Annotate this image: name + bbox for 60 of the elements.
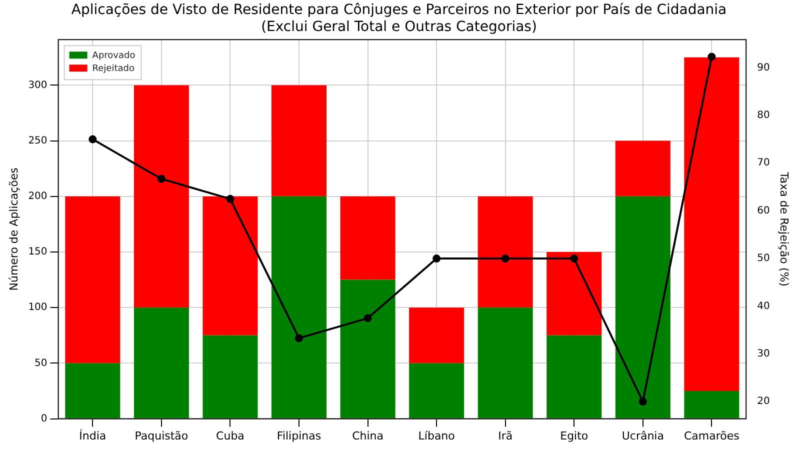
chart-title: Aplicações de Visto de Residente para Cônjuges e Parceiros no Exterior por País de Cidadania (Exclui Geral Total e Outras Categorias) <box>71 2 727 35</box>
x-tick-label: Egito <box>560 429 588 442</box>
x-tick-label: Filipinas <box>276 429 322 442</box>
y2-tick-label: 30 <box>757 348 770 360</box>
x-tick-label: Líbano <box>418 429 456 442</box>
bar <box>65 196 120 364</box>
bar <box>546 252 602 336</box>
legend-label: Rejeitado <box>92 64 135 74</box>
x-tick-label: Irã <box>498 429 513 442</box>
y-tick-label: 0 <box>40 413 48 424</box>
bar <box>272 85 327 196</box>
y-axis-title: Número de Aplicações <box>7 167 20 291</box>
bar <box>615 196 670 418</box>
x-tick-label: Camarões <box>684 429 740 442</box>
legend-label: Aprovado <box>92 50 136 61</box>
bar <box>409 308 464 364</box>
point <box>226 194 234 203</box>
y2-tick-label: 20 <box>757 396 770 408</box>
point <box>708 52 716 61</box>
y-tick-label: 50 <box>34 358 48 369</box>
y-tick-label: 100 <box>28 302 48 314</box>
point <box>88 135 97 144</box>
x-tick-label: Cuba <box>216 429 244 442</box>
bar <box>478 196 533 308</box>
bar <box>134 308 189 418</box>
x-tick-label: Índia <box>79 428 106 442</box>
y2-tick-label: 90 <box>757 62 770 74</box>
bar <box>272 196 327 418</box>
point <box>364 314 372 322</box>
bar <box>684 57 740 391</box>
y2-tick-label: 60 <box>757 205 770 216</box>
y2-axis-title: Taxa de Rejeição (%) <box>778 170 791 286</box>
y-tick-label: 150 <box>28 246 48 258</box>
point <box>570 254 578 263</box>
bar <box>478 308 533 418</box>
bar <box>65 363 120 418</box>
bar <box>134 85 189 308</box>
bar <box>202 335 258 418</box>
point <box>501 254 510 263</box>
bar <box>684 391 740 418</box>
point <box>157 174 166 183</box>
x-tick-label: China <box>352 429 384 442</box>
point <box>638 398 647 406</box>
y2-tick-label: 70 <box>757 158 770 169</box>
bar <box>340 196 396 280</box>
y-tick-label: 300 <box>28 80 48 91</box>
y-tick-label: 250 <box>28 135 48 146</box>
bar <box>546 335 602 418</box>
point <box>295 334 304 342</box>
y2-tick-label: 80 <box>757 110 770 122</box>
y-tick-label: 200 <box>28 190 48 202</box>
y2-tick-label: 40 <box>757 300 770 312</box>
point <box>432 254 441 263</box>
x-tick-label: Ucrânia <box>622 429 664 442</box>
bar <box>340 280 396 418</box>
bar <box>409 363 464 418</box>
bar <box>202 196 258 336</box>
bar <box>615 140 670 196</box>
x-tick-label: Paquistão <box>134 429 188 442</box>
y2-tick-label: 50 <box>757 253 770 264</box>
